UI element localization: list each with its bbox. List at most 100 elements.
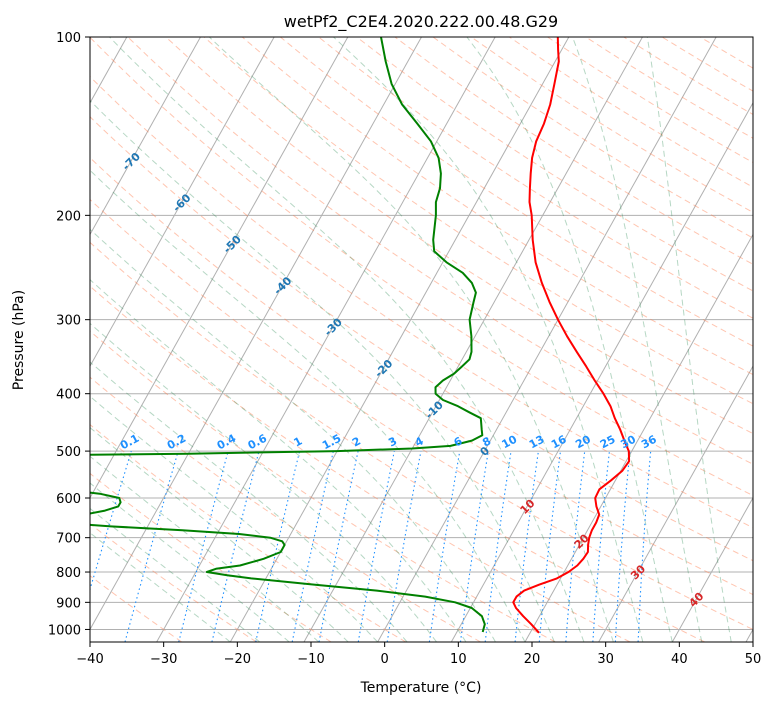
y-tick-label: 900 bbox=[56, 596, 81, 611]
dry-adiabat-line bbox=[241, 37, 753, 376]
isotherm-line bbox=[524, 233, 753, 642]
mixing-ratio-label: 10 bbox=[500, 432, 520, 451]
x-tick-label: 20 bbox=[524, 652, 541, 667]
temperature-profile-line bbox=[512, 37, 631, 634]
mixing-ratio-line bbox=[565, 451, 586, 642]
moist-adiabat-line bbox=[109, 37, 585, 642]
moist-adiabat-label: 10 bbox=[518, 497, 538, 517]
mixing-ratio-line bbox=[514, 451, 539, 642]
isotherm-line bbox=[598, 365, 753, 642]
x-axis-title: Temperature (°C) bbox=[360, 680, 482, 696]
moist-adiabat-line bbox=[90, 99, 555, 642]
background-lines bbox=[90, 37, 753, 642]
moist-adiabat-line bbox=[646, 37, 732, 642]
dry-adiabat-label: -70 bbox=[120, 150, 143, 173]
x-tick-label: 50 bbox=[745, 652, 762, 667]
plot-frame bbox=[89, 36, 754, 643]
isotherm-line bbox=[90, 37, 349, 499]
mixing-ratio-line bbox=[538, 451, 562, 642]
mixing-ratio-line bbox=[318, 450, 359, 642]
dry-adiabat-label: -40 bbox=[271, 274, 294, 297]
x-tick-label: 10 bbox=[450, 652, 467, 667]
x-tick-label: −30 bbox=[150, 652, 177, 667]
dry-adiabat-line bbox=[203, 37, 753, 405]
isotherm-line bbox=[303, 37, 643, 642]
moist-adiabat-line bbox=[90, 169, 526, 642]
x-tick-label: −20 bbox=[224, 652, 251, 667]
moist-adiabat-line bbox=[466, 37, 673, 642]
moist-adiabat-line bbox=[333, 37, 644, 642]
moist-adiabat-line bbox=[90, 228, 496, 642]
mixing-ratio-label: 16 bbox=[549, 433, 569, 452]
mixing-ratio-line bbox=[592, 451, 610, 642]
moist-adiabat-line bbox=[90, 482, 290, 642]
mixing-ratio-line bbox=[614, 451, 631, 642]
mixing-ratio-label: 0.4 bbox=[215, 432, 239, 453]
dry-adiabat-line bbox=[90, 241, 705, 642]
dry-adiabat-line bbox=[127, 37, 753, 465]
mixing-ratio-line bbox=[386, 451, 422, 642]
mixing-ratio-label: 30 bbox=[618, 433, 638, 452]
dry-adiabat-line bbox=[90, 157, 753, 596]
isotherm-line bbox=[745, 628, 753, 642]
dry-adiabat-label: -30 bbox=[322, 315, 345, 338]
isotherm-line bbox=[90, 37, 422, 631]
x-tick-label: 30 bbox=[597, 652, 614, 667]
moist-adiabat-line bbox=[90, 279, 467, 642]
y-tick-label: 800 bbox=[56, 566, 81, 581]
isotherm-line bbox=[90, 37, 201, 236]
dry-adiabat-line bbox=[585, 37, 753, 139]
moist-adiabat-line bbox=[90, 455, 320, 642]
mixing-ratio-label: 13 bbox=[527, 433, 547, 452]
isotherm-line bbox=[156, 37, 496, 642]
mixing-ratio-label: 0.2 bbox=[165, 432, 188, 453]
y-tick-label: 600 bbox=[56, 492, 81, 507]
dry-adiabat-line bbox=[699, 37, 753, 69]
y-axis-title: Pressure (hPa) bbox=[11, 290, 27, 390]
y-tick-label: 300 bbox=[56, 314, 81, 329]
mixing-ratio-label: 1.5 bbox=[320, 432, 343, 453]
dry-adiabat-line bbox=[90, 376, 481, 642]
dry-adiabat-label: -80 bbox=[69, 108, 92, 131]
dry-adiabat-line bbox=[90, 198, 753, 630]
dry-adiabat-line bbox=[90, 575, 183, 642]
y-tick-label: 100 bbox=[56, 31, 81, 46]
dry-adiabat-line bbox=[661, 37, 753, 92]
y-tick-label: 400 bbox=[56, 388, 81, 403]
mixing-ratio-line bbox=[637, 451, 652, 642]
chart-title: wetPf2_C2E4.2020.222.00.48.G29 bbox=[284, 12, 558, 32]
dry-adiabat-line bbox=[432, 37, 753, 239]
mixing-ratio-line bbox=[357, 450, 395, 642]
dry-adiabat-line bbox=[90, 330, 556, 642]
moist-adiabat-line bbox=[90, 507, 261, 642]
isotherm-line bbox=[90, 37, 275, 368]
y-tick-label: 200 bbox=[56, 209, 81, 224]
mixing-ratio-line bbox=[124, 450, 179, 642]
dry-adiabat-line bbox=[90, 116, 753, 562]
moist-adiabat-line bbox=[90, 426, 349, 642]
x-tick-label: 40 bbox=[671, 652, 688, 667]
dry-adiabat-line bbox=[90, 472, 332, 642]
dry-adiabat-line bbox=[90, 37, 753, 497]
mixing-ratio-line bbox=[211, 450, 260, 642]
mixing-ratio-label: 25 bbox=[598, 433, 618, 452]
moist-adiabat-line bbox=[90, 322, 437, 642]
isotherm-line bbox=[450, 101, 753, 642]
dry-adiabat-line bbox=[90, 75, 753, 529]
y-tick-label: 500 bbox=[56, 445, 81, 460]
mixing-ratio-label: 20 bbox=[573, 433, 593, 452]
isotherm-line bbox=[377, 37, 717, 642]
mixing-ratio-label: 0.6 bbox=[246, 432, 270, 453]
mixing-ratio-label: 0.1 bbox=[118, 432, 141, 453]
mixing-ratio-line bbox=[428, 451, 461, 642]
dry-adiabat-line bbox=[90, 285, 631, 642]
y-tick-label: 1000 bbox=[48, 623, 81, 638]
moist-adiabat-line bbox=[90, 395, 378, 642]
y-tick-label: 700 bbox=[56, 532, 81, 547]
mixing-ratio-line bbox=[255, 450, 301, 642]
dry-adiabat-line bbox=[280, 37, 753, 347]
mixing-ratio-label: 1 bbox=[292, 434, 305, 449]
dry-adiabat-line bbox=[90, 523, 257, 642]
moist-adiabat-label: 30 bbox=[628, 562, 648, 582]
